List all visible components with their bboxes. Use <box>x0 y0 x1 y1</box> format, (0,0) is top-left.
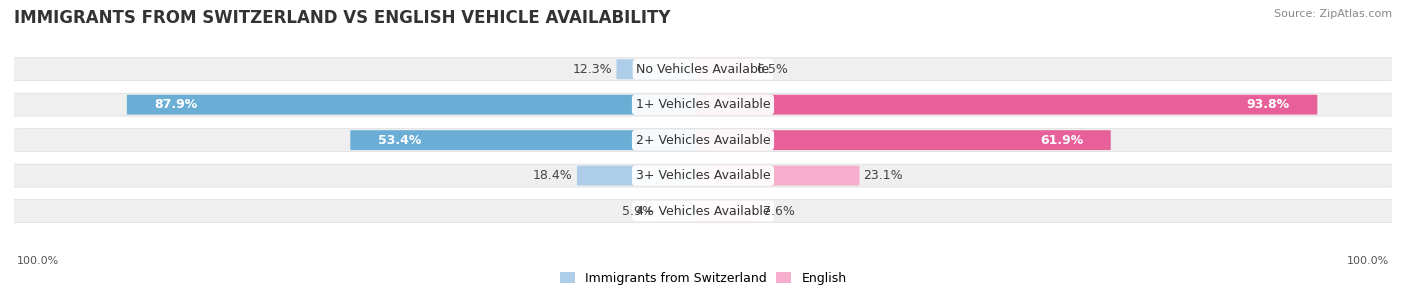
FancyBboxPatch shape <box>10 58 1396 81</box>
Text: 3+ Vehicles Available: 3+ Vehicles Available <box>636 169 770 182</box>
FancyBboxPatch shape <box>658 201 710 221</box>
FancyBboxPatch shape <box>696 130 1111 150</box>
Text: 7.6%: 7.6% <box>763 204 796 218</box>
FancyBboxPatch shape <box>696 95 1317 115</box>
FancyBboxPatch shape <box>696 166 859 186</box>
Text: 1+ Vehicles Available: 1+ Vehicles Available <box>636 98 770 111</box>
FancyBboxPatch shape <box>616 59 710 79</box>
Text: 2+ Vehicles Available: 2+ Vehicles Available <box>636 134 770 147</box>
Text: 5.9%: 5.9% <box>621 204 654 218</box>
Text: 23.1%: 23.1% <box>863 169 903 182</box>
Text: 6.5%: 6.5% <box>756 63 787 76</box>
Text: 100.0%: 100.0% <box>17 256 59 266</box>
FancyBboxPatch shape <box>696 59 752 79</box>
FancyBboxPatch shape <box>10 129 1396 152</box>
Text: 53.4%: 53.4% <box>378 134 422 147</box>
Text: No Vehicles Available: No Vehicles Available <box>637 63 769 76</box>
Text: 18.4%: 18.4% <box>533 169 572 182</box>
FancyBboxPatch shape <box>696 201 759 221</box>
FancyBboxPatch shape <box>576 166 710 186</box>
Text: 4+ Vehicles Available: 4+ Vehicles Available <box>636 204 770 218</box>
Text: 12.3%: 12.3% <box>572 63 613 76</box>
FancyBboxPatch shape <box>350 130 710 150</box>
FancyBboxPatch shape <box>10 164 1396 187</box>
Text: 93.8%: 93.8% <box>1247 98 1289 111</box>
Legend: Immigrants from Switzerland, English: Immigrants from Switzerland, English <box>554 267 852 286</box>
Text: Source: ZipAtlas.com: Source: ZipAtlas.com <box>1274 9 1392 19</box>
Text: 61.9%: 61.9% <box>1040 134 1083 147</box>
Text: 87.9%: 87.9% <box>155 98 198 111</box>
FancyBboxPatch shape <box>10 200 1396 223</box>
FancyBboxPatch shape <box>127 95 710 115</box>
Text: IMMIGRANTS FROM SWITZERLAND VS ENGLISH VEHICLE AVAILABILITY: IMMIGRANTS FROM SWITZERLAND VS ENGLISH V… <box>14 9 671 27</box>
Text: 100.0%: 100.0% <box>1347 256 1389 266</box>
FancyBboxPatch shape <box>10 93 1396 116</box>
